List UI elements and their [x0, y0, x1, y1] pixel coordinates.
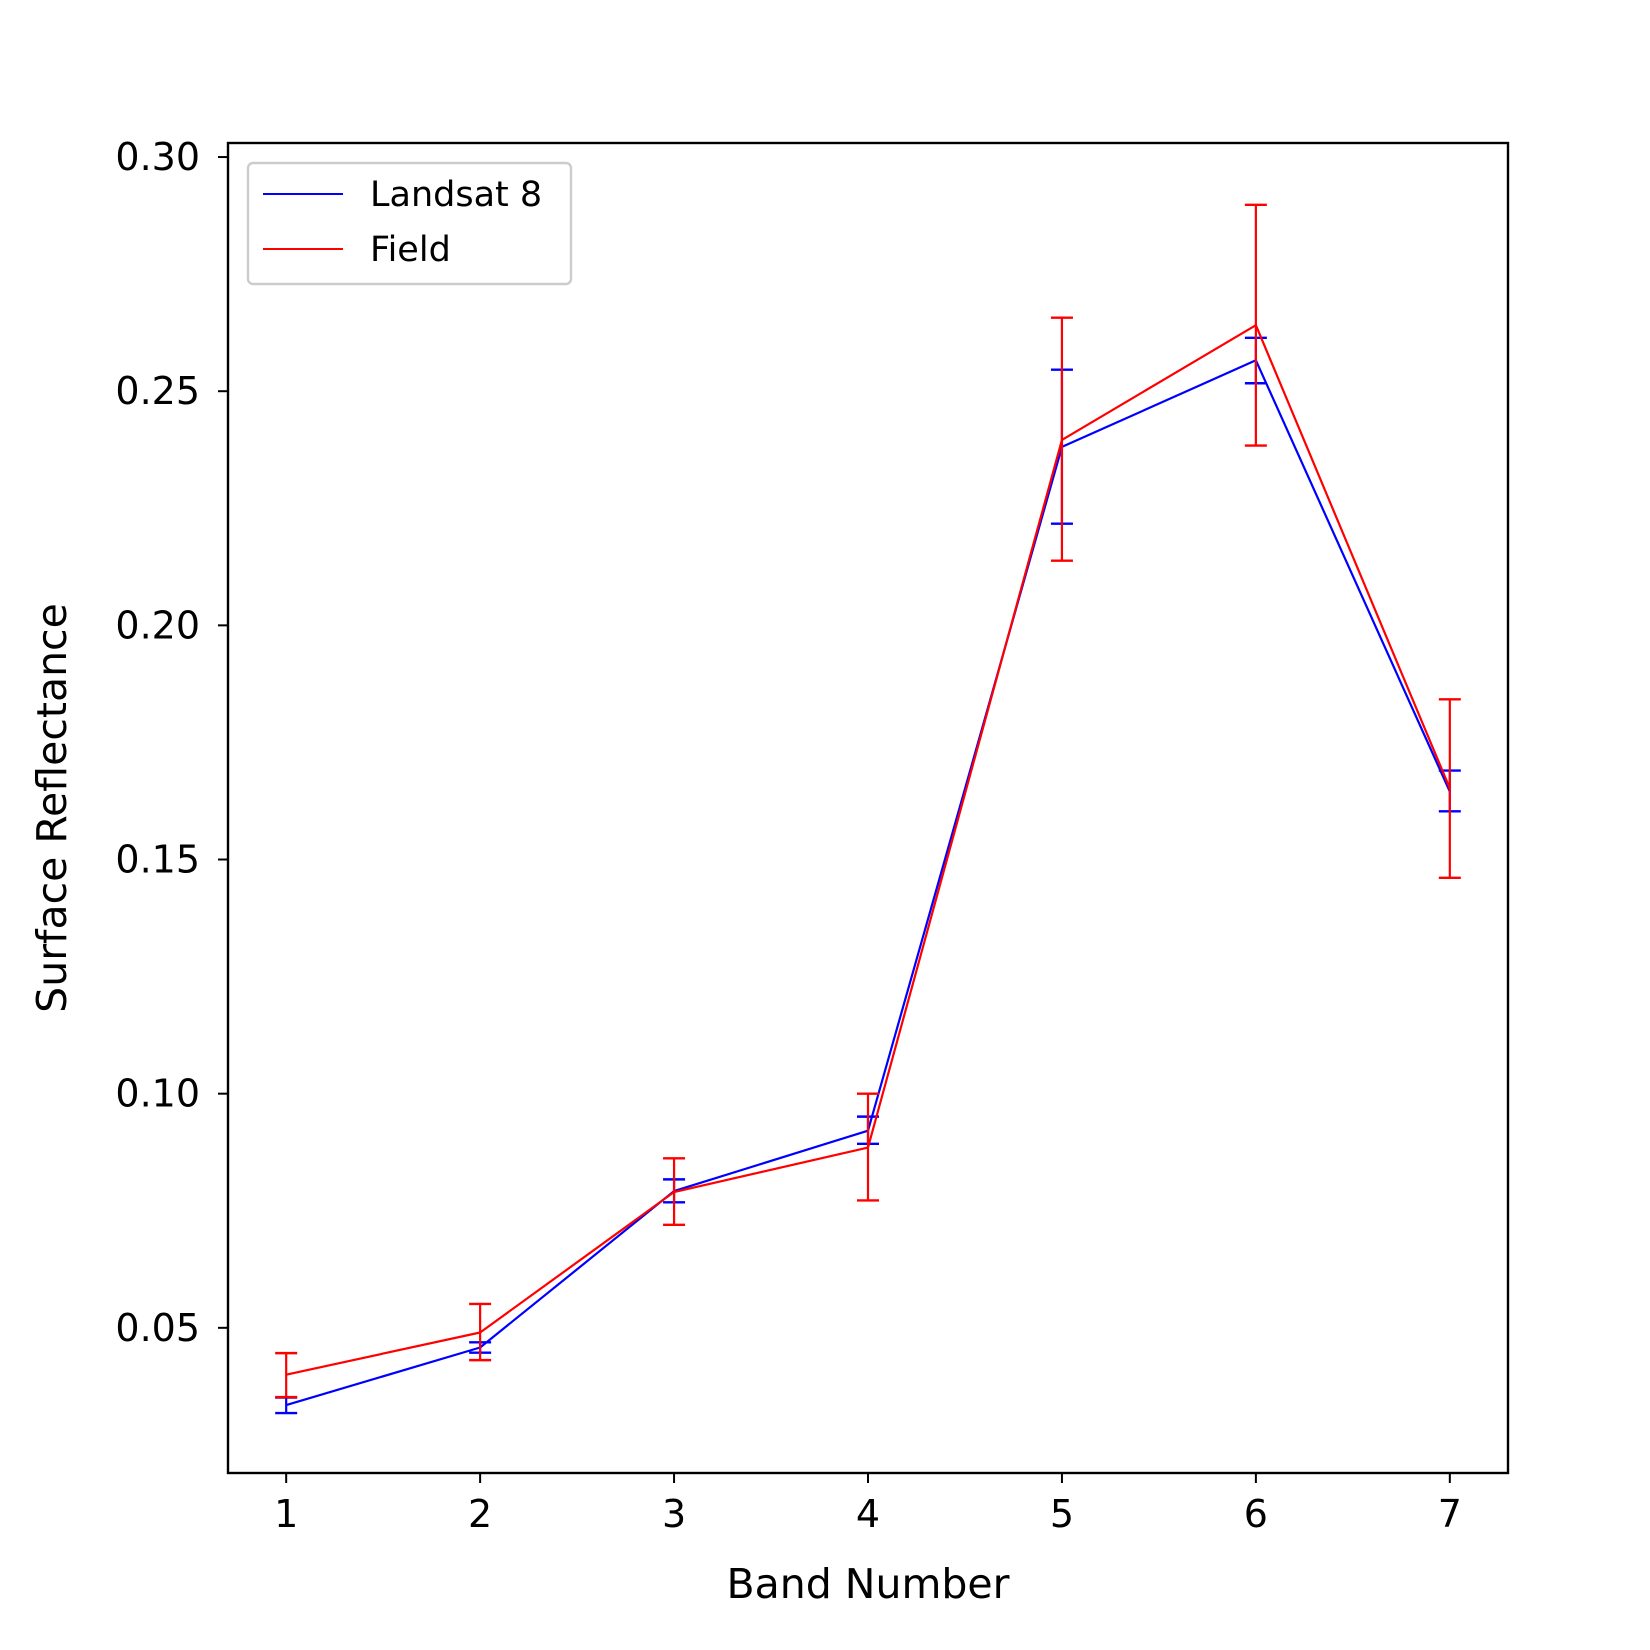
y-tick-label-0.30: 0.30 — [115, 135, 200, 179]
y-tick-label-0.15: 0.15 — [115, 838, 200, 882]
errorbar-field-5 — [1050, 316, 1073, 562]
legend-label-field: Field — [370, 230, 451, 270]
errorbar-field-7 — [1438, 698, 1461, 879]
y-tick-label-0.10: 0.10 — [115, 1072, 200, 1116]
series-layer — [275, 203, 1461, 1415]
x-tick-label-1: 1 — [274, 1492, 298, 1536]
x-axis-title: Band Number — [727, 1560, 1010, 1608]
errorbar-field-4 — [857, 1092, 879, 1202]
errorbar-field-3 — [663, 1157, 686, 1226]
y-axis-title: Surface Reflectance — [28, 603, 76, 1013]
x-tick-label-4: 4 — [856, 1492, 880, 1536]
errorbar-field-1 — [275, 1351, 298, 1399]
y-tick-label-0.05: 0.05 — [115, 1306, 200, 1350]
series-field — [275, 203, 1461, 1399]
legend-label-landsat8: Landsat 8 — [370, 175, 542, 215]
x-tick-label-6: 6 — [1244, 1492, 1268, 1536]
legend: Landsat 8 Field — [246, 161, 573, 286]
errorbar-field-6 — [1244, 203, 1267, 447]
x-tick-label-2: 2 — [468, 1492, 492, 1536]
y-tick-label-0.20: 0.20 — [115, 603, 200, 647]
x-tick-label-3: 3 — [662, 1492, 686, 1536]
ticks-layer: 1 2 3 4 5 6 7 0.05 0.10 0.15 0.20 0.25 0.30 — [115, 135, 1462, 1536]
x-tick-label-5: 5 — [1050, 1492, 1074, 1536]
y-tick-label-0.25: 0.25 — [115, 369, 200, 413]
errorbar-field-2 — [469, 1302, 492, 1362]
x-tick-label-7: 7 — [1438, 1492, 1462, 1536]
